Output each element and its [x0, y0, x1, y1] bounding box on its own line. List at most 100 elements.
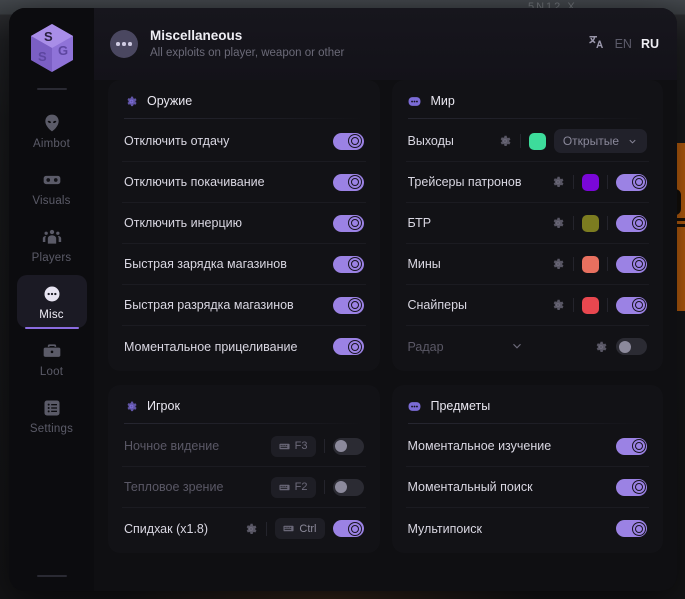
toggle-switch[interactable] [616, 214, 647, 232]
alien-icon [41, 113, 63, 133]
setting-label: Моментальный поиск [407, 480, 533, 494]
dots-badge-icon [408, 94, 422, 108]
setting-label: Трейсеры патронов [407, 175, 522, 189]
divider [607, 257, 608, 271]
card-title: Оружие [147, 94, 193, 108]
toggle-switch[interactable] [332, 478, 364, 496]
gear-icon[interactable] [551, 216, 565, 230]
toggle-switch[interactable] [616, 338, 647, 355]
keybind-chip[interactable]: F3 [270, 435, 316, 457]
sidebar-item-players[interactable]: Players [17, 218, 87, 271]
setting-row[interactable]: Отключить инерцию [122, 203, 366, 244]
card-items: Предметы Моментальное изучение Моменталь… [391, 385, 663, 553]
sidebar-item-visuals[interactable]: Visuals [17, 161, 87, 214]
divider [607, 298, 608, 312]
toggle-switch[interactable] [332, 296, 364, 314]
gear-icon[interactable] [594, 340, 608, 354]
toggle-switch[interactable] [616, 296, 647, 314]
card-header: Оружие [122, 92, 366, 118]
mode-dropdown[interactable]: Открытые [553, 129, 647, 153]
toggle-switch[interactable] [332, 255, 364, 273]
card-title: Мир [430, 94, 455, 108]
sidebar-divider-top [36, 88, 67, 90]
setting-label: Снайперы [407, 298, 468, 312]
divider [407, 118, 647, 119]
setting-label: Отключить покачивание [124, 175, 265, 189]
toggle-switch[interactable] [332, 338, 364, 355]
divider [323, 480, 325, 494]
main-pane: Miscellaneous All exploits on player, we… [94, 8, 677, 591]
toggle-switch[interactable] [616, 437, 647, 455]
lang-ru-button[interactable]: RU [640, 37, 659, 51]
setting-row[interactable]: Ночное видение F3 [122, 426, 366, 467]
color-swatch[interactable] [582, 214, 599, 232]
sidebar-item-aimbot[interactable]: Aimbot [17, 104, 87, 157]
color-swatch[interactable] [582, 173, 599, 191]
gear-icon[interactable] [244, 522, 258, 536]
setting-row[interactable]: Спидхак (x1.8) Ctrl [122, 508, 366, 549]
sidebar-item-loot[interactable]: Loot [17, 332, 87, 385]
gear-icon[interactable] [551, 175, 565, 189]
setting-row[interactable]: Тепловое зрение F2 [122, 467, 366, 508]
setting-label: БТР [407, 216, 432, 230]
toggle-switch[interactable] [332, 173, 364, 191]
backdrop-orange-lines [676, 218, 685, 230]
toggle-switch[interactable] [332, 214, 364, 232]
color-swatch[interactable] [582, 255, 599, 273]
right-column: Мир Выходы Открытые [391, 80, 663, 591]
gear-icon[interactable] [551, 298, 565, 312]
setting-row[interactable]: Моментальный поиск [405, 467, 649, 508]
sidebar-item-settings[interactable]: Settings [17, 389, 87, 442]
dots-icon [41, 284, 63, 304]
setting-row[interactable]: Быстрая разрядка магазинов [122, 285, 366, 326]
card-world: Мир Выходы Открытые [391, 80, 663, 371]
setting-label: Моментальное изучение [407, 439, 552, 453]
setting-row[interactable]: Мультипоиск [406, 508, 650, 549]
color-swatch[interactable] [582, 296, 599, 314]
sidebar-item-misc[interactable]: Misc [16, 275, 87, 329]
setting-row[interactable]: Моментальное изучение [405, 426, 649, 467]
setting-row[interactable]: Отключить отдачу [122, 121, 366, 162]
toggle-switch[interactable] [332, 132, 364, 150]
lang-en-button[interactable]: EN [614, 37, 632, 51]
gear-icon[interactable] [551, 257, 565, 271]
sidebar-item-label: Settings [29, 423, 74, 435]
setting-row[interactable]: Выходы Открытые [405, 121, 649, 162]
setting-row[interactable]: Радар [406, 326, 650, 367]
dots-badge-icon [110, 30, 138, 58]
divider [266, 521, 268, 536]
sidebar-item-label: Visuals [32, 195, 71, 207]
left-column: Оружие Отключить отдачу Отключить покачи… [108, 80, 380, 591]
setting-label: Отключить отдачу [124, 134, 230, 148]
setting-row[interactable]: Снайперы [405, 285, 649, 326]
divider [607, 216, 608, 230]
language-switcher: EN RU [588, 33, 659, 56]
card-header: Предметы [406, 397, 650, 423]
keybind-chip[interactable]: Ctrl [275, 518, 325, 539]
translate-icon[interactable] [588, 33, 606, 56]
keybind-label: Ctrl [299, 522, 317, 535]
setting-row[interactable]: Трейсеры патронов [405, 162, 649, 203]
setting-row[interactable]: Мины [405, 244, 649, 285]
toggle-switch[interactable] [616, 173, 647, 191]
setting-label: Отключить инерцию [124, 216, 242, 230]
toggle-switch[interactable] [332, 437, 364, 455]
toggle-switch[interactable] [332, 520, 364, 537]
divider [407, 423, 647, 424]
dropdown-value: Открытые [562, 134, 619, 148]
toggle-switch[interactable] [616, 520, 647, 537]
setting-row[interactable]: Моментальное прицеливание [122, 326, 366, 367]
gear-icon[interactable] [498, 134, 512, 148]
toggle-switch[interactable] [616, 478, 647, 496]
goggles-icon [41, 170, 63, 190]
keybind-chip[interactable]: F2 [270, 476, 316, 498]
divider [124, 118, 364, 119]
briefcase-icon [41, 341, 63, 361]
setting-row[interactable]: Быстрая зарядка магазинов [122, 244, 366, 285]
setting-row[interactable]: Отключить покачивание [122, 162, 366, 203]
list-icon [41, 398, 63, 418]
chevron-down-icon[interactable] [510, 339, 526, 355]
setting-row[interactable]: БТР [405, 203, 649, 244]
color-swatch[interactable] [528, 132, 546, 150]
toggle-switch[interactable] [616, 255, 647, 273]
